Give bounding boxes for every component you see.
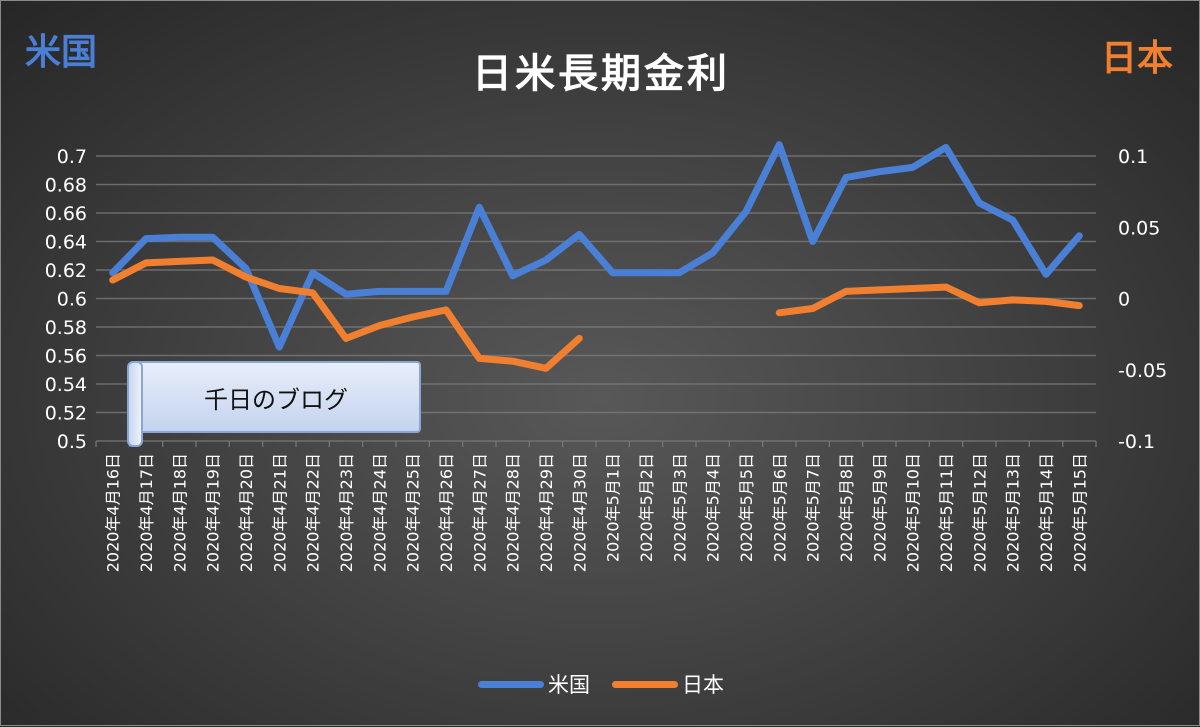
x-tick-label: 2020年5月2日 [637, 453, 656, 562]
x-tick-label: 2020年5月4日 [704, 453, 723, 562]
left-tick-label: 0.56 [45, 346, 87, 368]
x-tick-label: 2020年4月26日 [437, 453, 456, 572]
left-tick-label: 0.64 [45, 232, 87, 254]
right-tick-label: 0.05 [1118, 217, 1160, 239]
x-tick-label: 2020年4月28日 [504, 453, 523, 572]
left-tick-label: 0.52 [45, 403, 87, 425]
left-tick-label: 0.66 [45, 203, 87, 225]
legend: 米国 日本 [1, 669, 1200, 699]
left-tick-label: 0.7 [57, 146, 87, 168]
x-tick-label: 2020年5月5日 [737, 453, 756, 562]
x-tick-label: 2020年5月12日 [970, 453, 989, 572]
x-tick-label: 2020年5月15日 [1070, 453, 1089, 572]
left-tick-label: 0.54 [45, 374, 87, 396]
x-axis: 2020年4月16日 2020年4月17日 2020年4月18日 2020年4月19日… [95, 441, 1097, 572]
right-tick-label: 0 [1118, 289, 1130, 311]
left-tick-label: 0.62 [45, 260, 87, 282]
left-axis-ticks: 0.7 0.68 0.66 0.64 0.62 0.6 0.58 0.56 0.54 0.52 0.… [45, 146, 87, 453]
series-line-us [109, 141, 1083, 351]
x-tick-label: 2020年4月27日 [470, 453, 489, 572]
x-tick-label: 2020年5月11日 [937, 453, 956, 572]
x-tick-label: 2020年5月3日 [670, 453, 689, 562]
watermark-text: 千日のブログ [204, 385, 348, 414]
x-tick-label: 2020年4月30日 [570, 453, 589, 572]
x-tick-label: 2020年5月13日 [1004, 453, 1023, 572]
x-tick-label: 2020年5月7日 [804, 453, 823, 562]
x-tick-label: 2020年4月24日 [370, 453, 389, 572]
legend-swatch-us-icon [478, 680, 544, 688]
series-line-jp [775, 283, 1083, 317]
legend-swatch-jp-icon [612, 680, 678, 688]
series-line-jp [109, 256, 583, 372]
x-tick-label: 2020年5月9日 [870, 453, 889, 562]
x-tick-label: 2020年4月23日 [337, 453, 356, 572]
left-tick-label: 0.5 [57, 431, 87, 453]
right-axis-ticks: 0.1 0.05 0 -0.05 -0.1 [1118, 146, 1167, 453]
legend-label-jp: 日本 [682, 673, 724, 697]
legend-item-us: 米国 [478, 669, 590, 699]
x-tick-label: 2020年4月22日 [304, 453, 323, 572]
x-tick-label: 2020年5月1日 [604, 453, 623, 562]
left-tick-label: 0.58 [45, 317, 87, 339]
x-tick-label: 2020年4月29日 [537, 453, 556, 572]
left-tick-label: 0.6 [57, 289, 87, 311]
x-tick-label: 2020年4月25日 [404, 453, 423, 572]
x-tick-label: 2020年5月6日 [770, 453, 789, 562]
legend-label-us: 米国 [548, 673, 590, 697]
x-tick-label: 2020年4月20日 [237, 453, 256, 572]
right-tick-label: -0.05 [1118, 360, 1167, 382]
x-tick-label: 2020年4月18日 [170, 453, 189, 572]
x-tick-label: 2020年4月16日 [104, 453, 123, 572]
left-axis-title: 米国 [25, 32, 98, 73]
x-tick-label: 2020年5月10日 [904, 453, 923, 572]
legend-item-jp: 日本 [612, 669, 724, 699]
chart-title: 日米長期金利 [472, 51, 730, 97]
right-tick-label: 0.1 [1118, 146, 1148, 168]
right-axis-title: 日本 [1100, 38, 1173, 79]
blog-watermark-banner: 千日のブログ [127, 361, 421, 447]
x-tick-label: 2020年5月8日 [837, 453, 856, 562]
series-lines [109, 141, 1083, 372]
x-tick-label: 2020年5月14日 [1037, 453, 1056, 572]
x-tick-label: 2020年4月21日 [270, 453, 289, 572]
right-tick-label: -0.1 [1118, 431, 1155, 453]
left-tick-label: 0.68 [45, 175, 87, 197]
x-tick-label: 2020年4月19日 [204, 453, 223, 572]
x-tick-label: 2020年4月17日 [137, 453, 156, 572]
